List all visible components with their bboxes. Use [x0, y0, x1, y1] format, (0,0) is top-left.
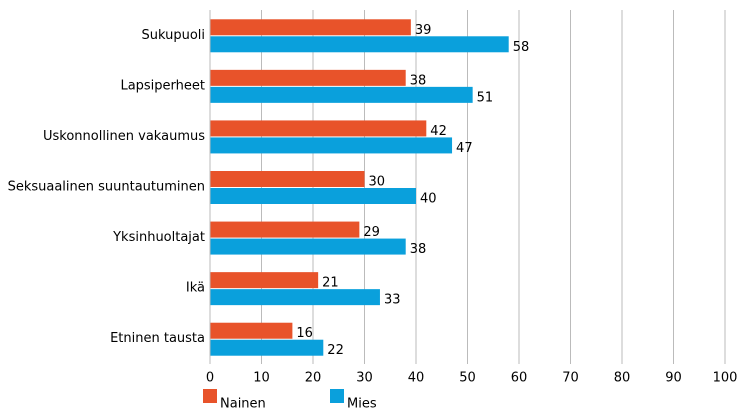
- bar: [210, 137, 453, 154]
- x-tick-label: 70: [562, 371, 579, 386]
- x-tick-label: 10: [253, 371, 270, 386]
- value-label: 33: [384, 293, 401, 308]
- x-tick-label: 0: [206, 371, 214, 386]
- legend-label: Mies: [347, 397, 377, 412]
- value-label: 47: [456, 141, 473, 156]
- value-label: 58: [513, 40, 530, 55]
- value-label: 51: [477, 90, 494, 105]
- x-tick-label: 30: [356, 371, 373, 386]
- x-tick-label: 60: [511, 371, 528, 386]
- bar: [210, 69, 406, 86]
- x-tick-label: 50: [459, 371, 476, 386]
- bar: [210, 120, 427, 137]
- bar: [210, 289, 380, 306]
- bar: [210, 19, 411, 36]
- bar: [210, 322, 293, 339]
- value-label: 21: [322, 276, 339, 291]
- x-tick-label: 20: [305, 371, 322, 386]
- value-label: 40: [420, 192, 437, 207]
- value-label: 38: [410, 73, 427, 88]
- value-label: 39: [415, 23, 432, 38]
- y-tick-label: Lapsiperheet: [120, 78, 205, 93]
- bar: [210, 86, 473, 103]
- x-tick-label: 100: [713, 371, 738, 386]
- legend-label: Nainen: [220, 397, 266, 412]
- bar: [210, 221, 360, 238]
- y-tick-label: Ikä: [186, 281, 205, 296]
- bar: [210, 36, 509, 53]
- value-label: 38: [410, 242, 427, 257]
- y-tick-label: Etninen tausta: [110, 331, 205, 346]
- x-tick-label: 40: [408, 371, 425, 386]
- x-tick-label: 80: [614, 371, 631, 386]
- value-label: 29: [363, 225, 380, 240]
- bar: [210, 238, 406, 255]
- value-label: 42: [430, 124, 447, 139]
- y-tick-label: Seksuaalinen suuntautuminen: [8, 180, 205, 195]
- x-tick-label: 90: [665, 371, 682, 386]
- bar: [210, 272, 319, 289]
- y-tick-label: Yksinhuoltajat: [112, 230, 205, 245]
- bar: [210, 339, 324, 356]
- bar: [210, 171, 365, 187]
- y-tick-label: Uskonnollinen vakaumus: [43, 129, 205, 144]
- y-tick-label: Sukupuoli: [141, 28, 205, 43]
- value-label: 30: [369, 175, 386, 190]
- bar: [210, 188, 416, 204]
- value-label: 22: [327, 343, 344, 358]
- legend-swatch: [330, 389, 344, 403]
- value-label: 16: [296, 326, 313, 341]
- legend-swatch: [203, 389, 217, 403]
